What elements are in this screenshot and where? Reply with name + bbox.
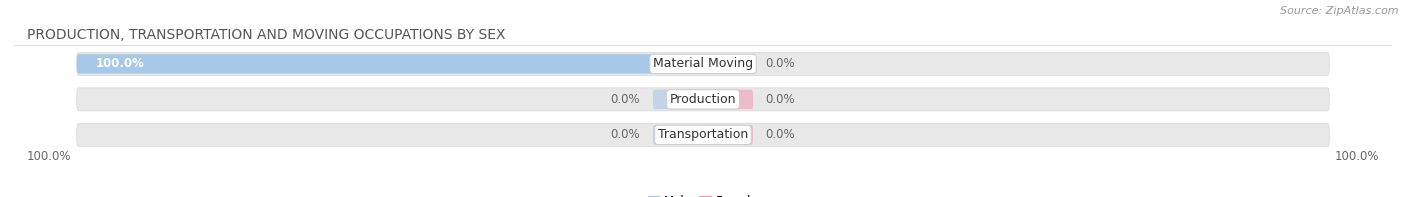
Text: 100.0%: 100.0% — [27, 150, 72, 163]
Text: 0.0%: 0.0% — [766, 57, 796, 70]
Text: 100.0%: 100.0% — [1334, 150, 1379, 163]
Text: 0.0%: 0.0% — [766, 93, 796, 106]
Text: 0.0%: 0.0% — [610, 93, 640, 106]
Text: 0.0%: 0.0% — [610, 128, 640, 141]
Text: Transportation: Transportation — [658, 128, 748, 141]
FancyBboxPatch shape — [77, 123, 1329, 146]
FancyBboxPatch shape — [77, 54, 703, 74]
FancyBboxPatch shape — [652, 125, 703, 145]
Text: 0.0%: 0.0% — [766, 128, 796, 141]
Text: Source: ZipAtlas.com: Source: ZipAtlas.com — [1281, 6, 1399, 16]
Legend: Male, Female: Male, Female — [643, 190, 763, 197]
FancyBboxPatch shape — [703, 90, 754, 109]
Text: Production: Production — [669, 93, 737, 106]
FancyBboxPatch shape — [77, 88, 1329, 111]
FancyBboxPatch shape — [652, 90, 703, 109]
Text: PRODUCTION, TRANSPORTATION AND MOVING OCCUPATIONS BY SEX: PRODUCTION, TRANSPORTATION AND MOVING OC… — [27, 28, 505, 42]
FancyBboxPatch shape — [703, 54, 754, 74]
Text: Material Moving: Material Moving — [652, 57, 754, 70]
FancyBboxPatch shape — [703, 125, 754, 145]
FancyBboxPatch shape — [77, 52, 1329, 75]
Text: 100.0%: 100.0% — [96, 57, 145, 70]
